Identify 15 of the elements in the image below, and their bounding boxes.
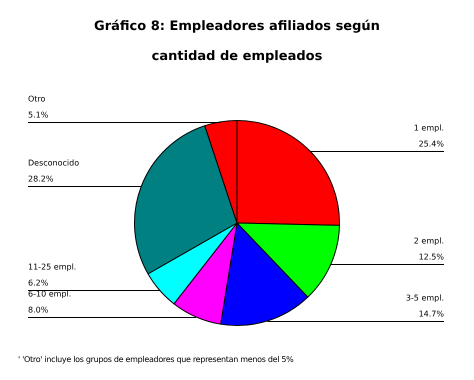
text: ' 'Otro' incluye los grupos de empleadores que representan menos del 5% xyxy=(18,355,294,364)
slice-label: 11-25 empl. xyxy=(28,262,76,272)
slice-label: 3-5 empl. xyxy=(406,294,444,302)
slice-label: Otro xyxy=(28,94,46,104)
data-label: 8.0% xyxy=(28,306,49,314)
data-label: 25.4% xyxy=(418,140,444,148)
slice-label: 2 empl. xyxy=(414,236,444,246)
data-label: 28.2% xyxy=(28,174,54,184)
data-label: 12.5% xyxy=(418,252,444,262)
data-label: 5.1% xyxy=(28,110,49,120)
slice-label: Desconocido xyxy=(28,158,80,168)
chart-title: Gráfico 8: Empleadores afiliados según cantidad de empleados xyxy=(93,18,381,66)
data-label: 14.7% xyxy=(418,310,444,318)
slice-label: 1 empl. xyxy=(414,124,444,132)
data-label: 6.2% xyxy=(28,278,49,288)
